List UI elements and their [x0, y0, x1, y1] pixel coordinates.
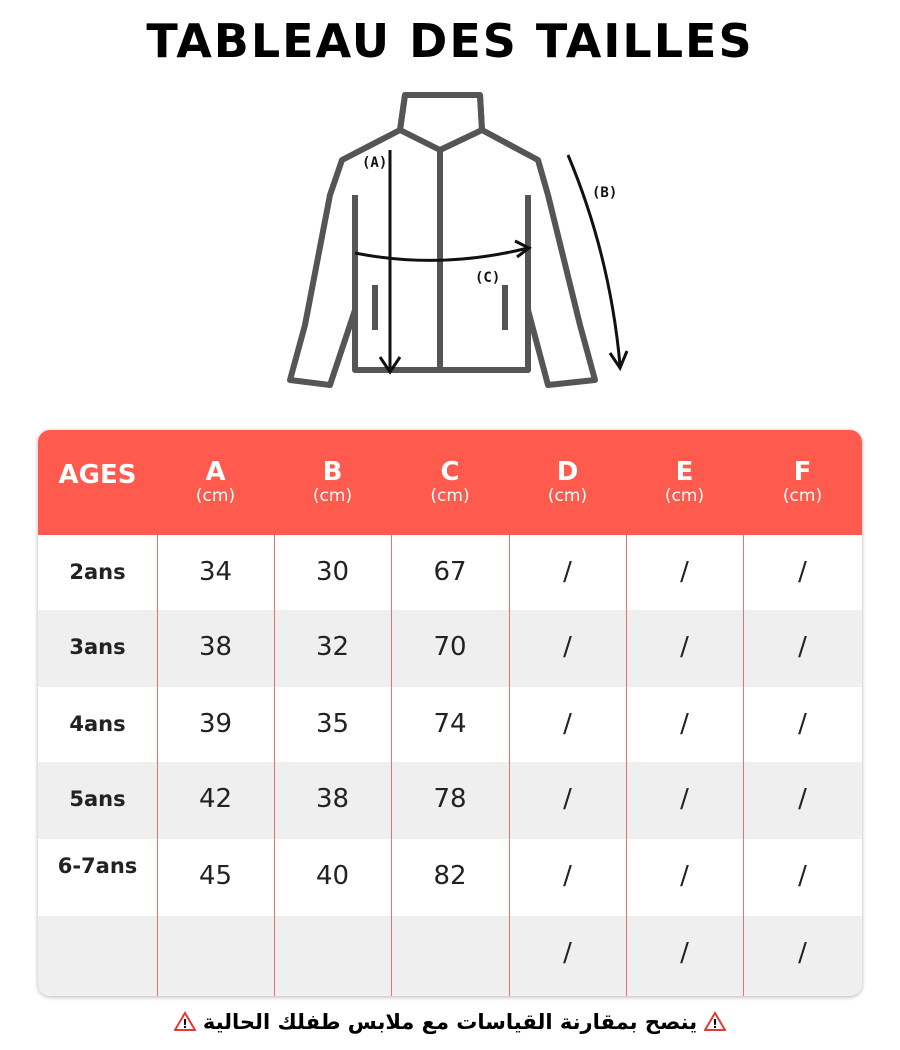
row-band — [38, 762, 862, 839]
header-cell: A (cm) — [157, 430, 274, 535]
value-cell: / — [798, 557, 807, 587]
value-cell: / — [798, 938, 807, 968]
note: ينصح بمقارنة القياسات مع ملابس طفلك الحا… — [202, 1010, 698, 1034]
column-divider — [743, 535, 744, 996]
value-cell: / — [563, 861, 572, 891]
value-cell: 38 — [198, 632, 233, 662]
header-unit: (cm) — [430, 486, 470, 506]
value-cell: 32 — [315, 632, 350, 662]
column-divider — [626, 535, 627, 996]
title: TABLEAU DES TAILLES — [146, 14, 754, 68]
header-unit: (cm) — [547, 486, 588, 506]
column-divider — [157, 535, 158, 996]
value-cell: / — [798, 632, 807, 662]
age-label: 3ans — [69, 635, 126, 659]
value-cell: 45 — [198, 861, 233, 891]
value-cell: / — [798, 861, 807, 891]
column-divider — [509, 535, 510, 996]
value-cell: / — [680, 709, 689, 739]
header-unit: (cm) — [312, 486, 353, 506]
value-cell: 78 — [433, 784, 467, 814]
footer: ! ينصح بمقارنة القياسات مع ملابس طفلك ال… — [0, 1010, 900, 1034]
header-letter: E — [675, 457, 694, 487]
column-divider — [274, 535, 275, 996]
value-cell: / — [798, 784, 807, 814]
age-label: 4ans — [69, 712, 126, 736]
value-cell: / — [563, 557, 572, 587]
label-c: (C) — [475, 270, 500, 286]
value-cell: 74 — [433, 709, 467, 739]
value-cell: 40 — [315, 861, 350, 891]
header-cell: D (cm) — [509, 430, 626, 535]
header-cell: C (cm) — [391, 430, 509, 535]
value-cell: / — [563, 784, 572, 814]
value-cell: 35 — [315, 709, 350, 739]
value-cell: / — [798, 709, 807, 739]
value-cell: / — [563, 709, 572, 739]
size-table: AGES A (cm) B (cm) C (cm) D (cm) E (cm) F (cm) 2ans 34… — [38, 430, 862, 996]
measure-arrows — [354, 150, 629, 375]
value-cell: 70 — [433, 632, 467, 662]
value-cell: 38 — [315, 784, 350, 814]
label-a: (A) — [362, 155, 387, 171]
value-cell: 42 — [198, 784, 233, 814]
value-cell: / — [680, 557, 689, 587]
value-cell: 67 — [433, 557, 467, 587]
value-cell: / — [680, 632, 689, 662]
value-cell: 30 — [315, 557, 350, 587]
value-cell: / — [680, 861, 689, 891]
header-letter: AGES — [58, 460, 137, 490]
header-cell: F (cm) — [743, 430, 862, 535]
header-letter: D — [556, 457, 579, 487]
svg-text:!: ! — [713, 1017, 718, 1031]
row-band — [38, 610, 862, 687]
value-cell: / — [680, 938, 689, 968]
header-letter: B — [322, 457, 343, 487]
label-b: (B) — [592, 185, 617, 201]
value-cell: / — [563, 632, 572, 662]
age-label: 6-7ans — [57, 854, 138, 878]
row-band — [38, 916, 862, 996]
value-cell: 34 — [198, 557, 233, 587]
header-letter: C — [440, 457, 460, 487]
age-label: 5ans — [69, 787, 126, 811]
jacket-outline — [287, 92, 598, 388]
warning-icon: ! — [172, 1011, 197, 1031]
value-cell: 39 — [198, 709, 233, 739]
age-label: 2ans — [69, 560, 126, 584]
header-cell: E (cm) — [626, 430, 743, 535]
value-cell: / — [680, 784, 689, 814]
header-letter: F — [793, 457, 812, 487]
warning-icon: ! — [703, 1011, 728, 1031]
svg-text:!: ! — [182, 1017, 187, 1031]
column-divider — [391, 535, 392, 996]
header-cell: AGES — [38, 430, 157, 535]
header-unit: (cm) — [195, 486, 236, 506]
value-cell: 82 — [433, 861, 467, 891]
value-cell: / — [563, 938, 572, 968]
jacket-diagram: (A) (B) (C) — [287, 92, 629, 388]
header-unit: (cm) — [664, 486, 705, 506]
header-letter: A — [205, 457, 226, 487]
header-cell: B (cm) — [274, 430, 391, 535]
header-unit: (cm) — [782, 486, 823, 506]
